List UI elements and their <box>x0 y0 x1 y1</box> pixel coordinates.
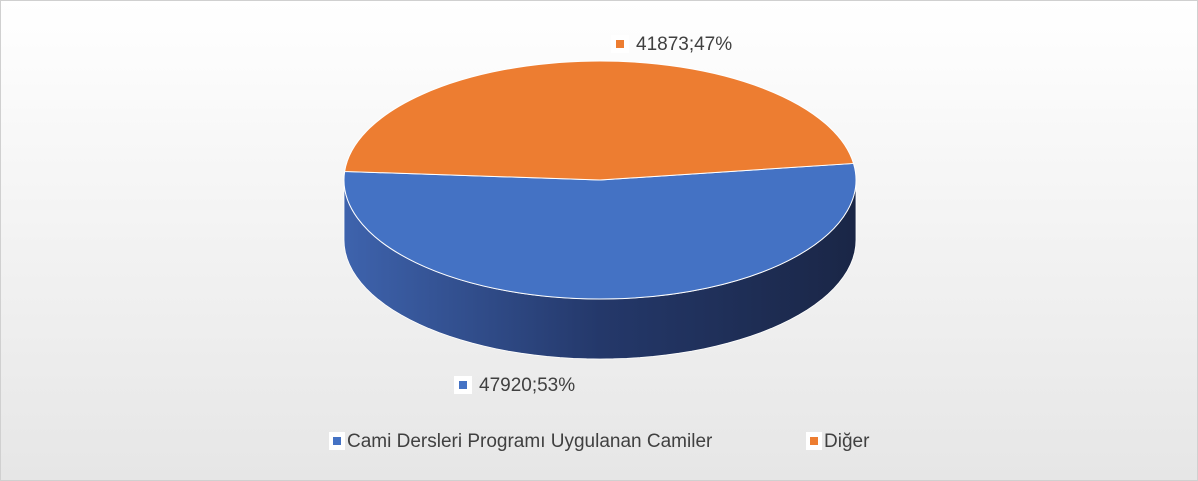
data-label: 47920;53% <box>479 375 575 396</box>
legend-key <box>810 437 818 445</box>
legend-key <box>333 437 341 445</box>
data-label: 41873;47% <box>636 34 732 55</box>
pie-slice <box>343 162 857 300</box>
legend-label: Diğer <box>824 431 870 452</box>
data-label-key <box>616 40 624 48</box>
pie-slice <box>344 60 855 181</box>
data-label-key <box>459 381 467 389</box>
legend-label: Cami Dersleri Programı Uygulanan Camiler <box>347 431 713 452</box>
